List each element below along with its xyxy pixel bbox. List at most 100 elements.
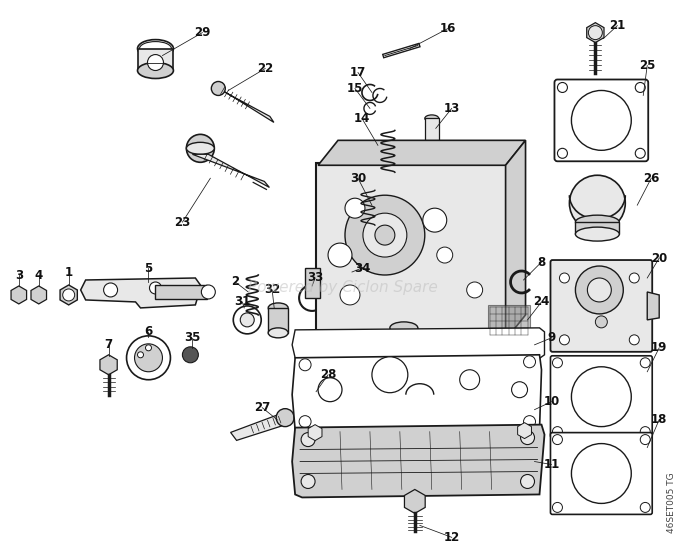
Circle shape: [301, 475, 315, 489]
Text: 22: 22: [257, 62, 273, 75]
Text: 25: 25: [639, 59, 656, 72]
Ellipse shape: [138, 62, 173, 78]
Circle shape: [640, 358, 650, 368]
Circle shape: [375, 225, 395, 245]
Circle shape: [588, 25, 602, 40]
Circle shape: [103, 283, 118, 297]
Text: 4: 4: [35, 268, 43, 282]
Text: 35: 35: [184, 331, 201, 344]
Circle shape: [553, 427, 562, 437]
Bar: [305, 268, 320, 298]
Text: 2: 2: [232, 275, 239, 289]
Text: 9: 9: [547, 331, 556, 344]
Text: 6: 6: [145, 325, 153, 338]
Circle shape: [640, 502, 650, 512]
Polygon shape: [506, 140, 525, 340]
Circle shape: [558, 148, 567, 158]
Circle shape: [363, 213, 407, 257]
Circle shape: [299, 416, 311, 428]
Circle shape: [186, 134, 214, 162]
Polygon shape: [100, 355, 117, 375]
Circle shape: [553, 358, 562, 368]
Circle shape: [340, 285, 360, 305]
FancyBboxPatch shape: [551, 433, 652, 514]
Polygon shape: [308, 424, 322, 440]
Circle shape: [345, 198, 365, 218]
Circle shape: [240, 313, 254, 327]
Circle shape: [149, 282, 162, 294]
Circle shape: [138, 352, 143, 358]
Text: 14: 14: [353, 112, 370, 125]
Polygon shape: [60, 285, 77, 305]
Text: 16: 16: [440, 22, 456, 35]
Text: 46SET005 TG: 46SET005 TG: [667, 473, 676, 533]
Circle shape: [437, 247, 453, 263]
Text: 1: 1: [64, 266, 73, 279]
Ellipse shape: [425, 115, 439, 122]
Circle shape: [560, 273, 569, 283]
Text: Powered by Ciclon Spare: Powered by Ciclon Spare: [247, 279, 438, 295]
Circle shape: [63, 289, 75, 301]
Polygon shape: [404, 490, 425, 513]
Ellipse shape: [138, 40, 173, 57]
Circle shape: [127, 336, 171, 380]
Circle shape: [640, 427, 650, 437]
Circle shape: [276, 408, 294, 427]
Polygon shape: [292, 424, 545, 497]
Bar: [488, 305, 530, 337]
Polygon shape: [192, 155, 269, 188]
Circle shape: [372, 357, 408, 392]
Circle shape: [558, 82, 567, 93]
Circle shape: [575, 266, 623, 314]
Text: 31: 31: [234, 295, 251, 309]
Circle shape: [299, 285, 325, 311]
Text: 34: 34: [353, 262, 370, 274]
Text: 21: 21: [609, 19, 625, 32]
Circle shape: [571, 444, 632, 503]
Circle shape: [560, 335, 569, 345]
Bar: [575, 222, 619, 234]
Circle shape: [345, 195, 425, 275]
Circle shape: [630, 335, 639, 345]
Circle shape: [460, 370, 480, 390]
Text: 7: 7: [105, 338, 112, 351]
Ellipse shape: [575, 227, 619, 241]
Circle shape: [569, 175, 625, 231]
Circle shape: [635, 148, 645, 158]
Circle shape: [336, 270, 364, 298]
Circle shape: [147, 55, 164, 71]
Circle shape: [587, 278, 611, 302]
Circle shape: [553, 502, 562, 512]
Circle shape: [304, 290, 320, 306]
Polygon shape: [298, 381, 322, 408]
Circle shape: [201, 285, 215, 299]
Ellipse shape: [269, 303, 288, 313]
Circle shape: [299, 359, 311, 371]
Circle shape: [423, 208, 447, 232]
Text: 13: 13: [444, 102, 460, 115]
Ellipse shape: [186, 142, 214, 155]
Bar: [155, 285, 208, 299]
Circle shape: [301, 433, 315, 447]
Circle shape: [212, 82, 225, 95]
Polygon shape: [587, 23, 604, 43]
Text: 15: 15: [347, 82, 363, 95]
Polygon shape: [292, 328, 545, 362]
Polygon shape: [647, 292, 659, 320]
Text: 24: 24: [534, 295, 549, 309]
Bar: [138, 49, 173, 71]
Text: 18: 18: [651, 413, 667, 426]
Bar: [269, 308, 288, 333]
Polygon shape: [31, 286, 47, 304]
Ellipse shape: [140, 41, 171, 56]
Circle shape: [521, 431, 534, 444]
Ellipse shape: [425, 143, 439, 150]
Ellipse shape: [390, 357, 418, 369]
FancyBboxPatch shape: [316, 163, 508, 342]
Text: 5: 5: [145, 262, 153, 274]
Text: 29: 29: [194, 26, 210, 39]
Text: 10: 10: [543, 395, 560, 408]
Text: 33: 33: [307, 272, 323, 284]
Circle shape: [466, 282, 483, 298]
Text: 32: 32: [264, 284, 280, 296]
